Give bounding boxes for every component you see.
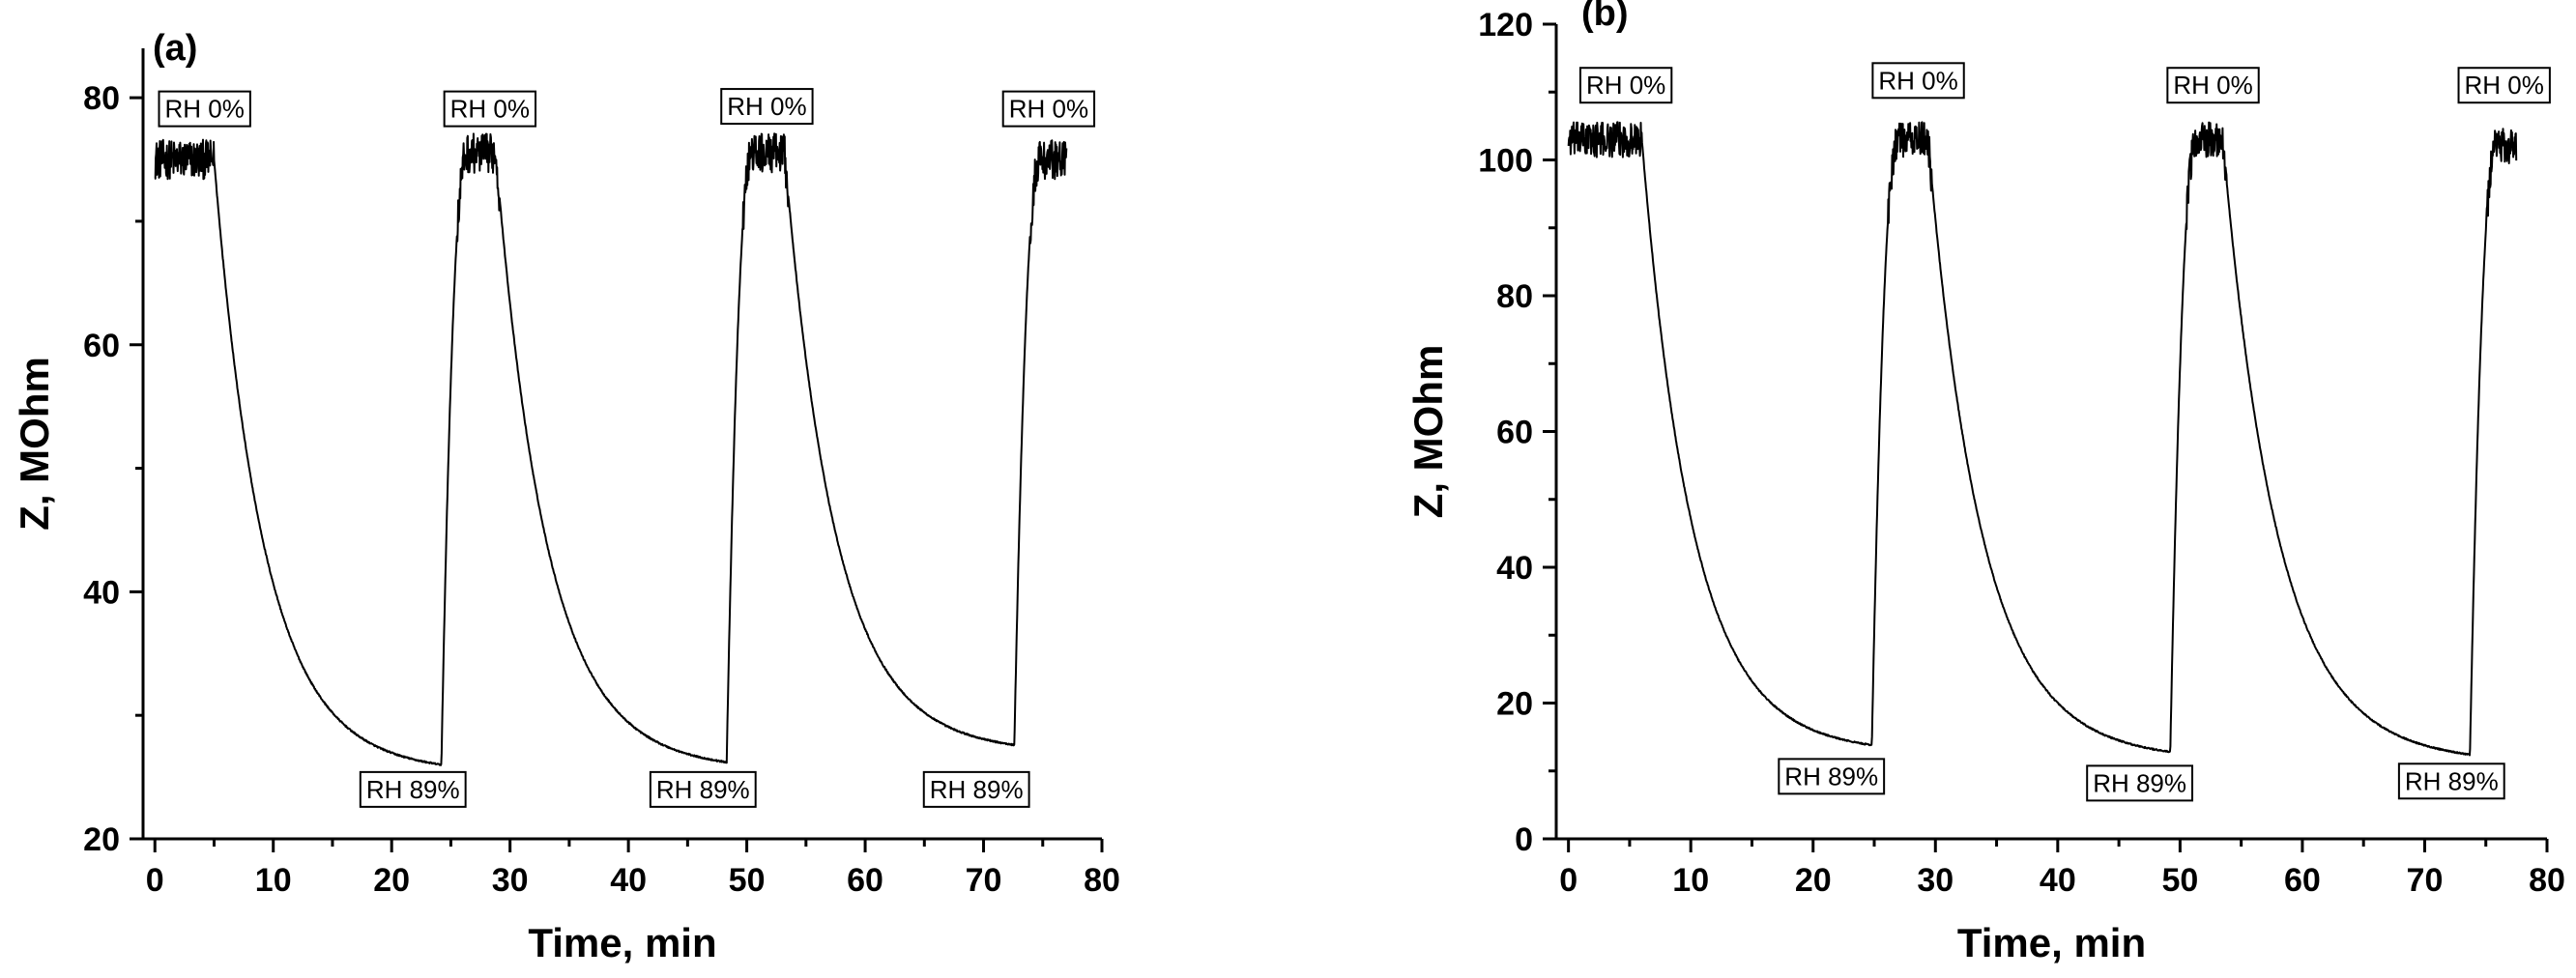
panel-a-annotation-box bbox=[443, 90, 537, 128]
panel-a-chart: 0 10 20 30 40 50 60 70 80 20 40 60 80 Time, min Z, MOh… bbox=[12, 28, 1120, 965]
panel-a-y-tick-label: 40 bbox=[83, 574, 120, 611]
panel-b-x-tick-label: 80 bbox=[2529, 862, 2565, 899]
panel-a-annotation-box bbox=[359, 770, 467, 808]
panel-b-y-axis-title: Z, MOhm bbox=[1405, 345, 1451, 519]
panel-a-y-axis-title: Z, MOhm bbox=[12, 357, 57, 531]
panel-b-y-tick-label: 80 bbox=[1496, 278, 1533, 315]
panel-b-y-tick-label: 60 bbox=[1496, 415, 1533, 451]
panel-b-annotation: RH 0% bbox=[2166, 67, 2260, 104]
panel-b-x-tick-label: 10 bbox=[1672, 862, 1709, 899]
panel-b-annotation-box bbox=[2166, 67, 2260, 104]
panel-b-x-tick-label: 0 bbox=[1559, 862, 1577, 899]
panel-b-annotation-box bbox=[1778, 758, 1886, 795]
panel-a-annotation-box bbox=[649, 770, 757, 808]
panel-a-x-tick-label: 30 bbox=[492, 862, 529, 899]
panel-a-annotation: RH 0% bbox=[1001, 90, 1096, 128]
panel-b-annotation: RH 89% bbox=[2397, 762, 2505, 800]
panel-a-x-tick-label: 60 bbox=[847, 862, 883, 899]
panel-b-annotation: RH 89% bbox=[2086, 764, 2194, 802]
panel-a-x-tick-label: 80 bbox=[1084, 862, 1120, 899]
panel-b-y-tick-label: 20 bbox=[1496, 686, 1533, 723]
panel-a-annotation-box bbox=[1001, 90, 1096, 128]
panel-a-annotation-label: RH 0% bbox=[1009, 95, 1088, 124]
panel-b-annotation-label: RH 0% bbox=[2173, 71, 2252, 100]
panel-b-annotation-label: RH 0% bbox=[1586, 71, 1665, 100]
panel-a-annotation-box bbox=[720, 88, 814, 126]
panel-b-annotation: RH 0% bbox=[1578, 67, 1673, 104]
panel-a-annotation-label: RH 0% bbox=[727, 92, 806, 121]
panel-b-annotation-box bbox=[1578, 67, 1673, 104]
panel-b-x-tick-label: 50 bbox=[2161, 862, 2198, 899]
panel-a-annotation: RH 0% bbox=[158, 90, 251, 128]
panel-b-y-tick-label: 100 bbox=[1478, 143, 1533, 180]
panel-b-annotation-label: RH 89% bbox=[2405, 766, 2499, 795]
panel-b-x-tick-label: 30 bbox=[1917, 862, 1954, 899]
panel-a-x-tick-label: 0 bbox=[146, 862, 164, 899]
panel-b-annotation-label: RH 0% bbox=[1878, 66, 1957, 95]
panel-b-annotation: RH 0% bbox=[1871, 62, 1965, 100]
panel-b-annotation-box bbox=[2397, 762, 2505, 800]
panel-a-x-tick-label: 10 bbox=[255, 862, 292, 899]
panel-a-annotation-label: RH 0% bbox=[165, 95, 245, 124]
panel-b-annotation-label: RH 89% bbox=[2093, 768, 2186, 797]
panel-a-x-tick-label: 20 bbox=[373, 862, 410, 899]
panel-b-x-tick-label: 40 bbox=[2040, 862, 2076, 899]
panel-b-annotation: RH 0% bbox=[2457, 67, 2551, 104]
panel-b-y-tick-label: 0 bbox=[1515, 821, 1533, 858]
panel-a-annotation: RH 0% bbox=[720, 88, 814, 126]
panel-a-annotation-box bbox=[158, 90, 251, 128]
panel-a-annotation-label: RH 0% bbox=[450, 95, 530, 124]
panel-b-annotation-box bbox=[2457, 67, 2551, 104]
panel-a-y-tick-label: 80 bbox=[83, 80, 120, 117]
panel-a-impedance-series-line bbox=[154, 132, 1068, 766]
panel-b-annotation-box bbox=[2086, 764, 2194, 802]
panel-a-x-tick-label: 70 bbox=[966, 862, 1002, 899]
panel-a-annotation-box bbox=[922, 770, 1030, 808]
panel-b-annotation-label: RH 89% bbox=[1784, 762, 1878, 791]
panel-b-chart: 0 10 20 30 40 50 60 70 80 0 20 40 60 80 100 120 Time, mi… bbox=[1405, 0, 2565, 965]
panel-a-annotation-label: RH 89% bbox=[656, 775, 750, 804]
panel-a-panel-label: (a) bbox=[153, 28, 197, 69]
panel-a-y-tick-label: 20 bbox=[83, 821, 120, 858]
panel-b-annotation: RH 89% bbox=[1778, 758, 1886, 795]
panel-b-annotation-box bbox=[1871, 62, 1965, 100]
panel-a-x-axis-title: Time, min bbox=[528, 920, 716, 965]
panel-b-y-tick-label: 120 bbox=[1478, 7, 1533, 43]
panel-a-x-tick-label: 50 bbox=[729, 862, 766, 899]
panel-a-annotation-label: RH 89% bbox=[930, 775, 1024, 804]
panel-b-panel-label: (b) bbox=[1581, 0, 1629, 34]
panel-b-x-axis-title: Time, min bbox=[1957, 920, 2146, 965]
panel-a-annotation: RH 89% bbox=[922, 770, 1030, 808]
panel-b-y-tick-label: 40 bbox=[1496, 550, 1533, 587]
panel-a-annotation: RH 89% bbox=[359, 770, 467, 808]
panel-a-annotation: RH 89% bbox=[649, 770, 757, 808]
panel-b-x-tick-label: 60 bbox=[2284, 862, 2321, 899]
panel-a-y-tick-label: 60 bbox=[83, 328, 120, 364]
panel-a-annotation: RH 0% bbox=[443, 90, 537, 128]
panel-a-x-tick-label: 40 bbox=[610, 862, 647, 899]
panel-a-annotation-label: RH 89% bbox=[366, 775, 460, 804]
panel-b-x-tick-label: 20 bbox=[1795, 862, 1832, 899]
panel-b-annotation-label: RH 0% bbox=[2465, 71, 2544, 100]
panel-b-impedance-series-line bbox=[1567, 121, 2518, 757]
panel-b-x-tick-label: 70 bbox=[2407, 862, 2444, 899]
